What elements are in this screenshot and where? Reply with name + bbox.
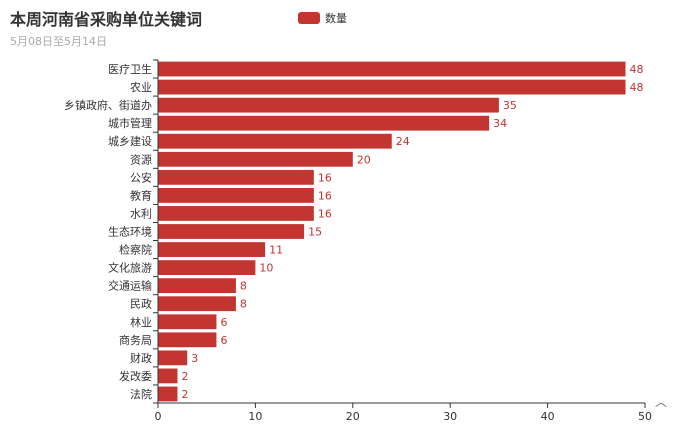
y-tick-label: 城乡建设 — [108, 134, 152, 148]
y-tick-label: 检察院 — [119, 243, 152, 257]
legend[interactable]: 数量 — [298, 10, 347, 26]
y-tick-label: 民政 — [130, 297, 152, 311]
bar — [158, 242, 266, 257]
y-tick-label: 法院 — [130, 387, 152, 401]
bar — [158, 169, 314, 185]
bar — [158, 278, 236, 294]
x-tick-label: 20 — [346, 410, 360, 423]
bar — [158, 224, 305, 239]
y-tick-label: 农业 — [130, 80, 152, 94]
y-tick-label: 城市管理 — [108, 116, 152, 130]
bar — [158, 133, 392, 149]
y-tick-label: 交通运输 — [108, 279, 152, 293]
data-label: 16 — [318, 207, 332, 220]
y-tick-label: 商务局 — [119, 333, 152, 347]
data-label: 8 — [240, 298, 247, 311]
x-tick-label: 0 — [155, 410, 162, 423]
legend-swatch — [298, 12, 320, 24]
bar — [158, 61, 626, 77]
y-tick-label: 水利 — [130, 207, 152, 220]
bar — [158, 115, 490, 131]
x-tick-label: 50 — [638, 410, 652, 423]
data-label: 15 — [308, 226, 322, 239]
x-tick-label: 30 — [443, 410, 457, 423]
x-tick-label: 40 — [541, 410, 555, 423]
data-label: 34 — [493, 117, 507, 130]
data-label: 3 — [191, 352, 198, 365]
y-tick-label: 文化旅游 — [108, 261, 152, 275]
x-tick-label: 10 — [248, 410, 262, 423]
data-label: 8 — [240, 280, 247, 293]
y-tick-label: 医疗卫生 — [108, 62, 152, 76]
y-tick-label: 财政 — [130, 351, 152, 365]
data-label: 16 — [318, 189, 332, 202]
y-tick-label: 生态环境 — [108, 225, 152, 239]
data-label: 2 — [181, 388, 188, 401]
y-tick-label: 教育 — [130, 188, 152, 202]
legend-label: 数量 — [325, 12, 347, 25]
data-label: 6 — [220, 316, 227, 329]
y-tick-label: 资源 — [130, 152, 152, 166]
bar — [158, 332, 217, 348]
data-label: 35 — [503, 99, 517, 112]
data-label: 2 — [181, 370, 188, 383]
data-label: 48 — [630, 81, 644, 94]
y-tick-label: 林业 — [130, 315, 152, 329]
bar — [158, 79, 626, 95]
bar — [158, 151, 353, 167]
chart-title: 本周河南省采购单位关键词 — [10, 10, 203, 29]
bar — [158, 97, 499, 113]
bar — [158, 187, 314, 203]
bar — [158, 350, 188, 366]
data-label: 16 — [318, 171, 332, 184]
data-label: 6 — [220, 334, 227, 347]
y-tick-label: 乡镇政府、街道办 — [64, 98, 152, 112]
data-label: 20 — [357, 153, 371, 166]
y-tick-label: 发改委 — [119, 369, 152, 383]
y-tick-label: 公安 — [130, 170, 152, 184]
bar — [158, 296, 236, 312]
bar — [158, 368, 178, 384]
bar — [158, 314, 217, 330]
data-label: 11 — [269, 244, 283, 257]
data-label: 24 — [396, 135, 410, 148]
data-label: 10 — [259, 262, 273, 275]
bar — [158, 386, 178, 402]
chart-subtitle: 5月08日至5月14日 — [10, 35, 107, 48]
bar — [158, 206, 314, 221]
bar — [158, 260, 256, 276]
chevron-up-icon[interactable]: ︿ — [654, 395, 667, 409]
data-label: 48 — [630, 63, 644, 76]
